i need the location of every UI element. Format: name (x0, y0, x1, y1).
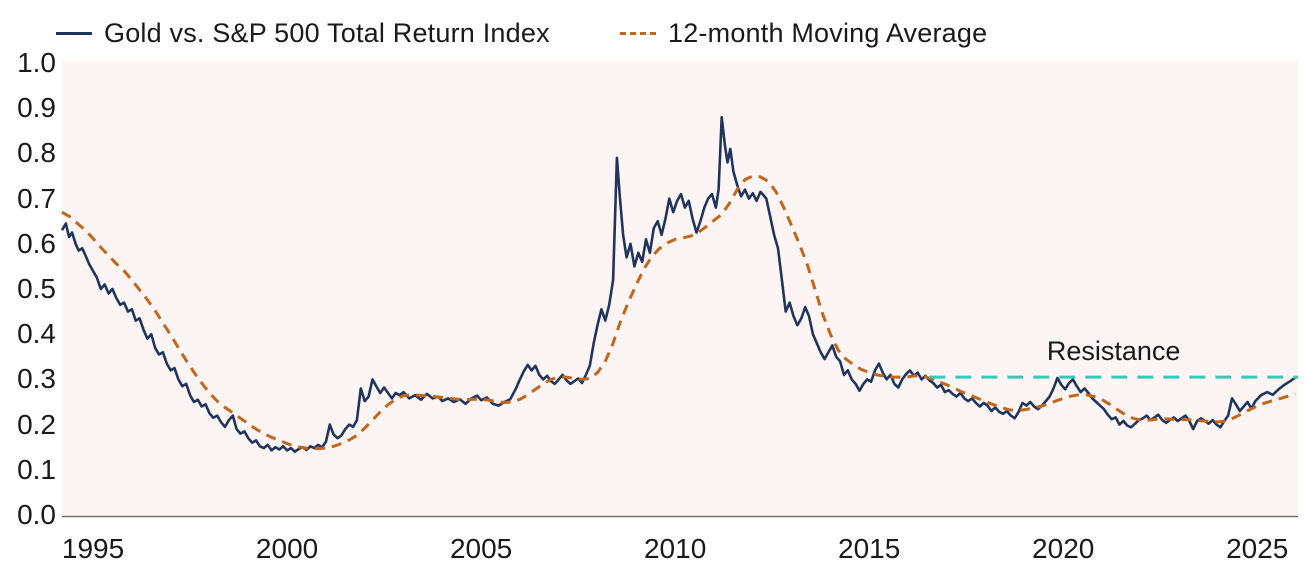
legend-item-moving-average: 12-month Moving Average (620, 16, 987, 50)
plot-background (62, 62, 1298, 515)
x-tick-label: 2000 (255, 533, 319, 564)
y-tick-label: 1.0 (17, 47, 56, 78)
series-line-1 (61, 174, 1296, 451)
x-tick-label: 2015 (838, 533, 901, 564)
y-tick-label: 0.9 (17, 92, 56, 124)
legend-label-gold-sp500: Gold vs. S&P 500 Total Return Index (104, 17, 550, 48)
legend-label-moving-average: 12-month Moving Average (668, 17, 988, 48)
legend-item-gold-sp500: Gold vs. S&P 500 Total Return Index (56, 16, 550, 50)
y-tick-label: 0.4 (17, 318, 56, 350)
y-tick-label: 0.8 (17, 137, 56, 169)
y-tick-label: 0.1 (17, 453, 56, 485)
y-tick-label: 0.5 (17, 273, 56, 304)
resistance-annotation-label: Resistance (1046, 336, 1181, 367)
y-tick-label: 0.3 (17, 363, 56, 395)
y-tick-label: 0.7 (17, 182, 56, 214)
x-tick-label: 2025 (1226, 533, 1289, 564)
y-tick-label: 0.0 (17, 499, 56, 530)
x-tick-label: 1995 (61, 533, 125, 564)
x-tick-label: 2010 (643, 533, 707, 564)
x-tick-label: 2005 (449, 533, 513, 564)
legend-solid-line-icon (56, 31, 92, 35)
y-tick-label: 0.2 (17, 408, 56, 440)
series-line-0 (60, 115, 1297, 453)
legend-dashed-line-icon (620, 31, 656, 35)
y-tick-label: 0.6 (17, 227, 56, 259)
x-tick-label: 2020 (1032, 533, 1095, 564)
